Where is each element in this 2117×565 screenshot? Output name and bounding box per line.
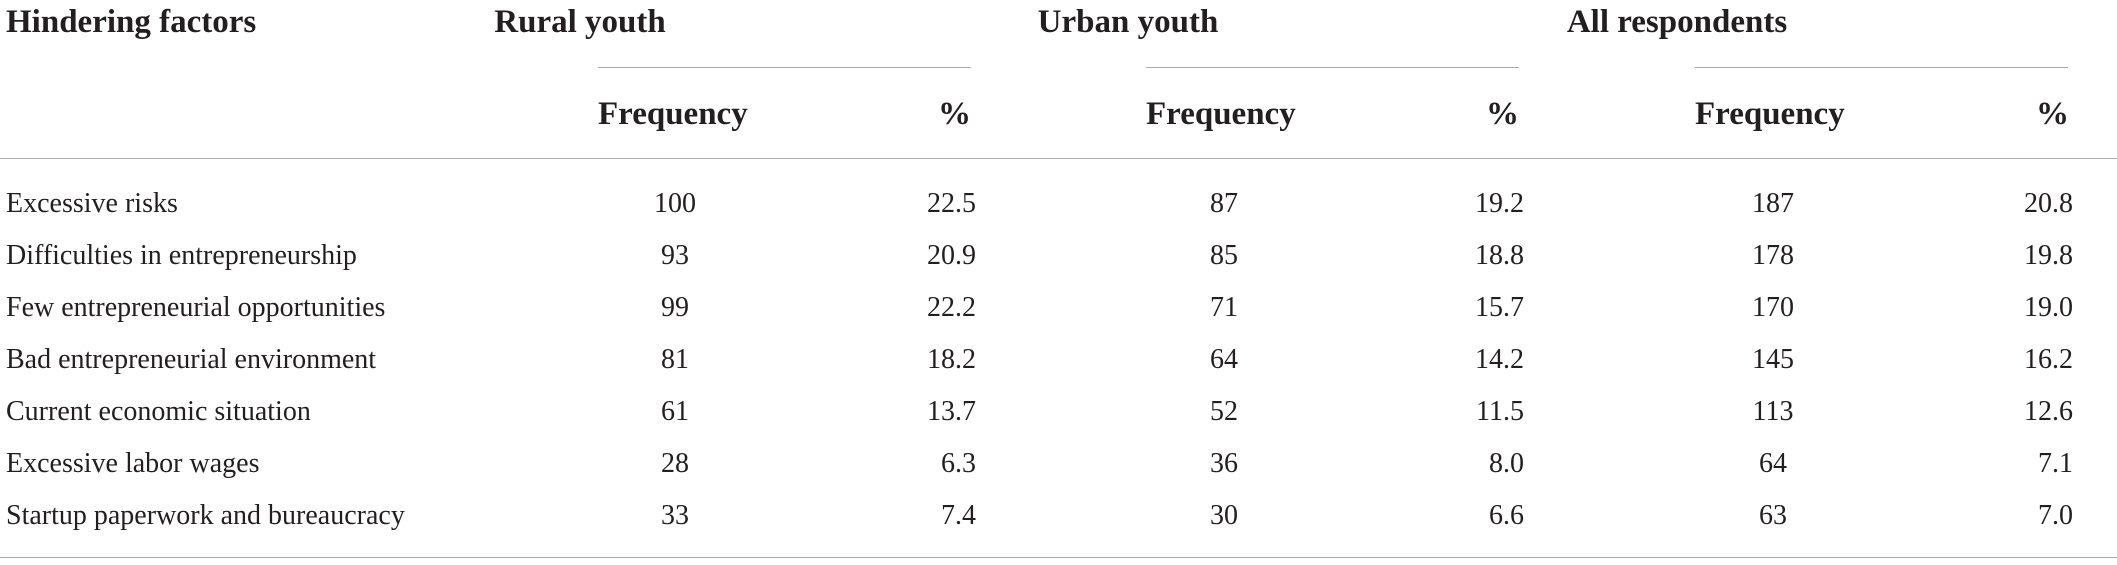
cell-rural-frequency: 33 [661, 500, 689, 531]
cell-urban-percent: 14.2 [1475, 344, 1524, 375]
cell-all-frequency: 63 [1759, 500, 1787, 531]
cell-rural-percent: 6.3 [941, 448, 976, 479]
group-rule-all [1695, 67, 2068, 68]
cell-urban-frequency: 71 [1210, 292, 1238, 323]
subheader-all-percent: % [2036, 96, 2069, 132]
cell-all-frequency: 170 [1752, 292, 1794, 323]
cell-all-percent: 20.8 [2024, 188, 2073, 219]
cell-urban-frequency: 85 [1210, 240, 1238, 271]
cell-all-percent: 19.0 [2024, 292, 2073, 323]
cell-rural-percent: 22.2 [927, 292, 976, 323]
cell-rural-frequency: 28 [661, 448, 689, 479]
cell-urban-percent: 8.0 [1489, 448, 1524, 479]
header-hindering-factors: Hindering factors [6, 4, 257, 40]
cell-urban-frequency: 36 [1210, 448, 1238, 479]
cell-rural-frequency: 81 [661, 344, 689, 375]
table-row: Startup paperwork and bureaucracy 33 7.4 30… [0, 490, 2117, 542]
cell-rural-percent: 22.5 [927, 188, 976, 219]
cell-urban-frequency: 87 [1210, 188, 1238, 219]
cell-urban-frequency: 30 [1210, 500, 1238, 531]
header-bottom-rule [0, 158, 2117, 159]
cell-rural-frequency: 99 [661, 292, 689, 323]
cell-rural-percent: 13.7 [927, 396, 976, 427]
cell-urban-percent: 18.8 [1475, 240, 1524, 271]
cell-all-frequency: 64 [1759, 448, 1787, 479]
cell-urban-frequency: 52 [1210, 396, 1238, 427]
cell-rural-percent: 18.2 [927, 344, 976, 375]
cell-all-frequency: 113 [1752, 396, 1794, 427]
cell-all-percent: 12.6 [2024, 396, 2073, 427]
table-row: Current economic situation 61 13.7 52 11.5 11… [0, 386, 2117, 438]
table-row: Excessive risks 100 22.5 87 19.2 187 20.8 [0, 178, 2117, 230]
cell-all-percent: 19.8 [2024, 240, 2073, 271]
subheader-urban-percent: % [1486, 96, 1519, 132]
cell-urban-percent: 19.2 [1475, 188, 1524, 219]
cell-rural-frequency: 93 [661, 240, 689, 271]
subheader-urban-frequency: Frequency [1146, 96, 1296, 132]
table-row: Difficulties in entrepreneurship 93 20.9 85… [0, 230, 2117, 282]
header-group-urban-label: Urban youth [1037, 4, 1219, 40]
subheader-rural-frequency: Frequency [598, 96, 748, 132]
cell-urban-frequency: 64 [1210, 344, 1238, 375]
cell-all-percent: 7.1 [2038, 448, 2073, 479]
cell-rural-percent: 20.9 [927, 240, 976, 271]
cell-all-percent: 7.0 [2038, 500, 2073, 531]
group-rule-rural [598, 67, 971, 68]
row-factor-label: Current economic situation [6, 396, 311, 427]
row-factor-label: Excessive risks [6, 188, 178, 219]
row-factor-label: Bad entrepreneurial environment [6, 344, 377, 375]
table-bottom-rule [0, 557, 2117, 558]
group-rule-urban [1146, 67, 1519, 68]
table-row: Bad entrepreneurial environment 81 18.2 64 1… [0, 334, 2117, 386]
subheader-all-frequency: Frequency [1695, 96, 1845, 132]
cell-rural-frequency: 61 [661, 396, 689, 427]
cell-all-frequency: 145 [1752, 344, 1794, 375]
row-factor-label: Few entrepreneurial opportunities [6, 292, 386, 323]
cell-rural-frequency: 100 [654, 188, 696, 219]
table-row: Few entrepreneurial opportunities 99 22.2 7… [0, 282, 2117, 334]
cell-urban-percent: 6.6 [1489, 500, 1524, 531]
cell-all-frequency: 178 [1752, 240, 1794, 271]
table-row: Excessive labor wages 28 6.3 36 8.0 64 7.1 [0, 438, 2117, 490]
header-group-rural-label: Rural youth [494, 4, 666, 40]
row-factor-label: Difficulties in entrepreneurship [6, 240, 357, 271]
cell-all-percent: 16.2 [2024, 344, 2073, 375]
cell-all-frequency: 187 [1752, 188, 1794, 219]
cell-rural-percent: 7.4 [941, 500, 976, 531]
header-group-all-label: All respondents [1566, 4, 1788, 40]
subheader-rural-percent: % [938, 96, 971, 132]
row-factor-label: Startup paperwork and bureaucracy [6, 500, 405, 531]
cell-urban-percent: 15.7 [1475, 292, 1524, 323]
row-factor-label: Excessive labor wages [6, 448, 260, 479]
cell-urban-percent: 11.5 [1476, 396, 1524, 427]
